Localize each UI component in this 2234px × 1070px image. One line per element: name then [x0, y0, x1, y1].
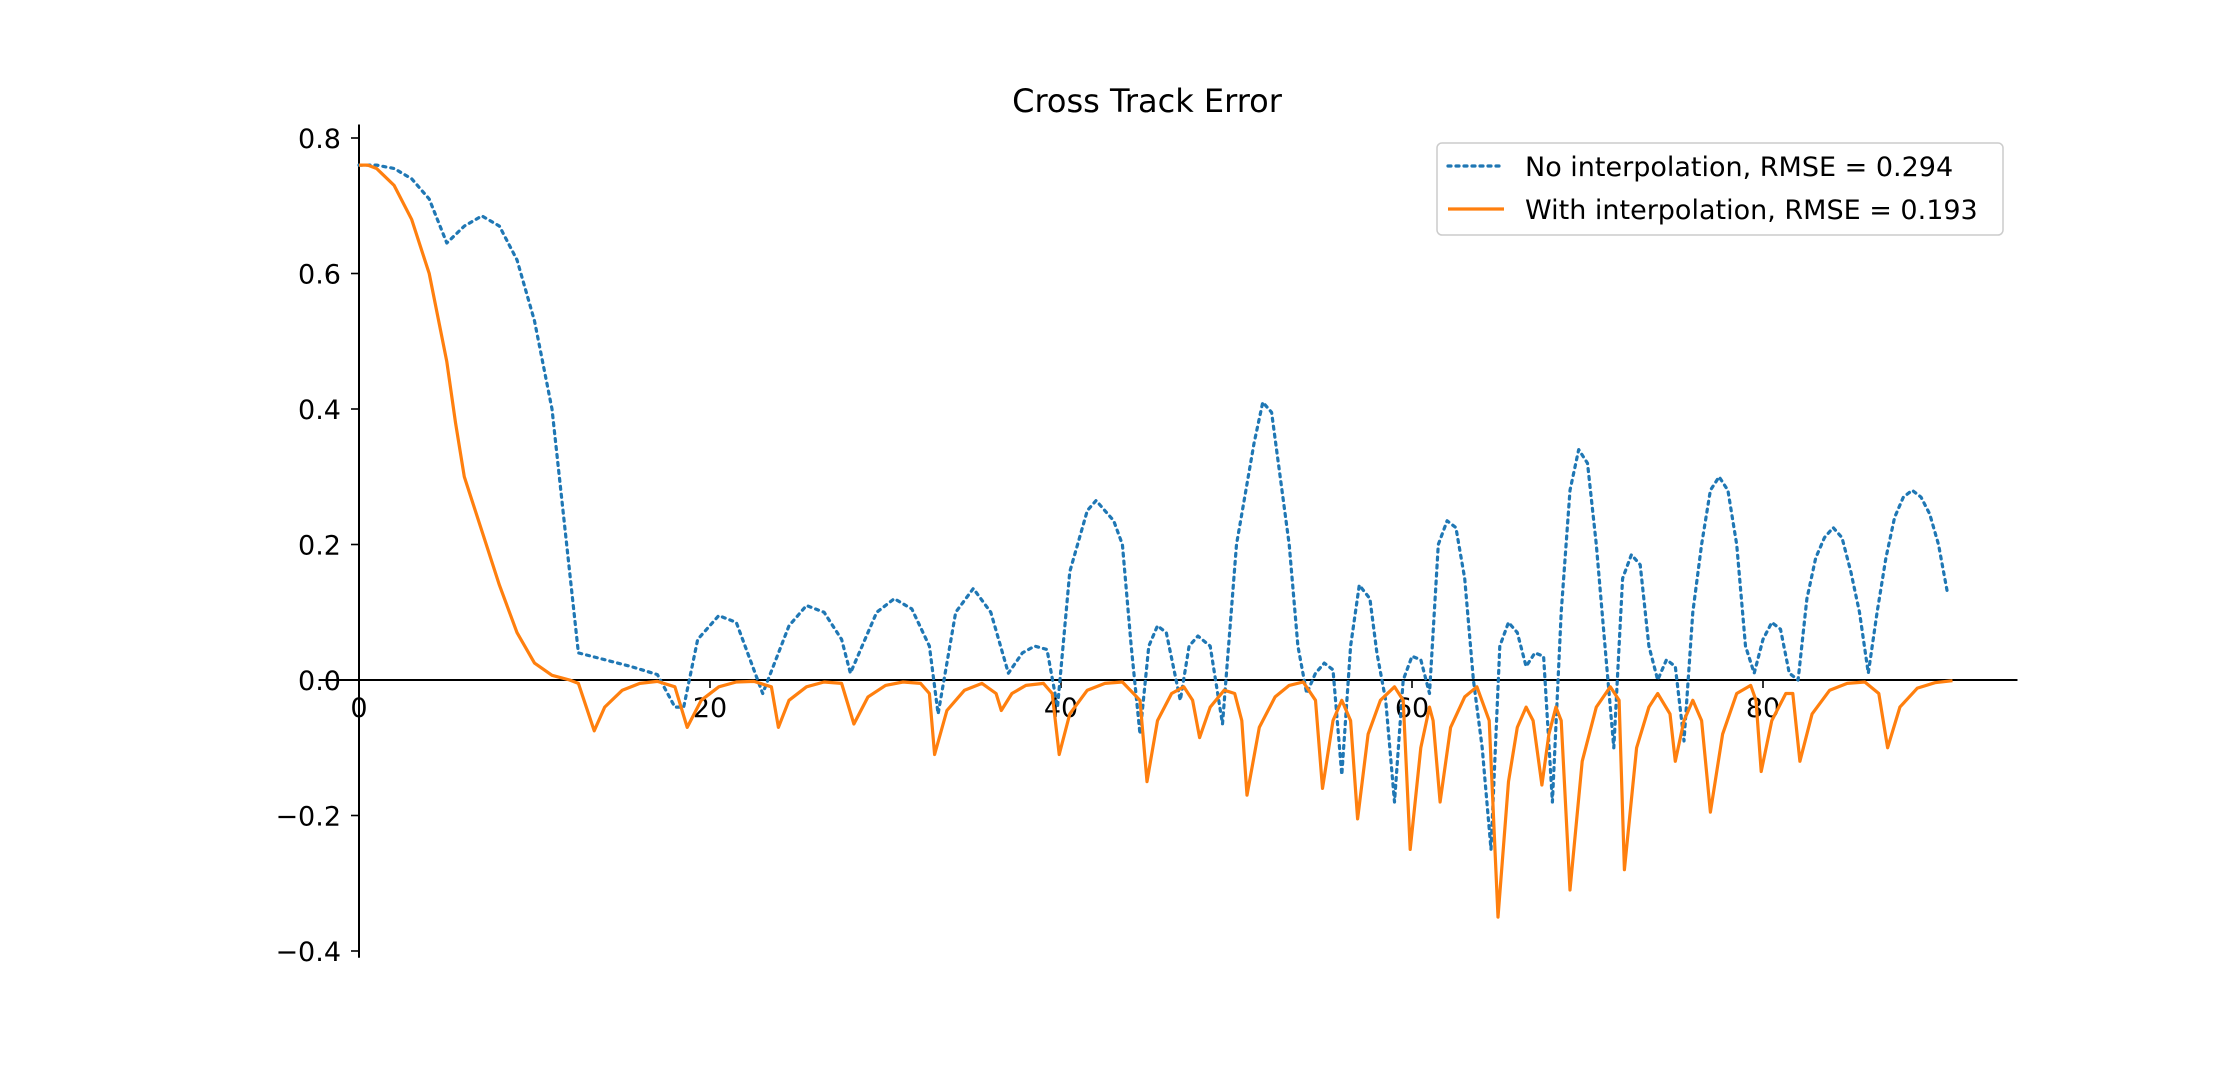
series-line-0	[357, 163, 1949, 851]
y-tick-label: 0.4	[298, 395, 341, 426]
x-tick-label: 80	[1746, 693, 1780, 724]
y-tick-label: 0.2	[298, 531, 341, 562]
y-tick-label: 0.8	[298, 124, 341, 155]
legend-label: With interpolation, RMSE = 0.193	[1525, 195, 1978, 226]
y-tick-label: −0.4	[275, 937, 341, 968]
legend-label: No interpolation, RMSE = 0.294	[1525, 152, 1953, 183]
x-tick-label: 0	[350, 693, 367, 724]
axes: 0 20 40 60 800.80.60.40.20.0−0.2−0.4	[275, 124, 2018, 968]
y-tick-label: 0.0	[298, 666, 341, 697]
legend-box	[1436, 142, 2004, 236]
y-tick-label: 0.6	[298, 260, 341, 291]
series-layer	[357, 163, 1953, 919]
series-line-1	[359, 163, 1953, 919]
y-tick-label: −0.2	[275, 802, 341, 833]
chart-title: Cross Track Error	[1012, 82, 1283, 120]
legend: No interpolation, RMSE = 0.294 With inter…	[1436, 142, 2004, 236]
